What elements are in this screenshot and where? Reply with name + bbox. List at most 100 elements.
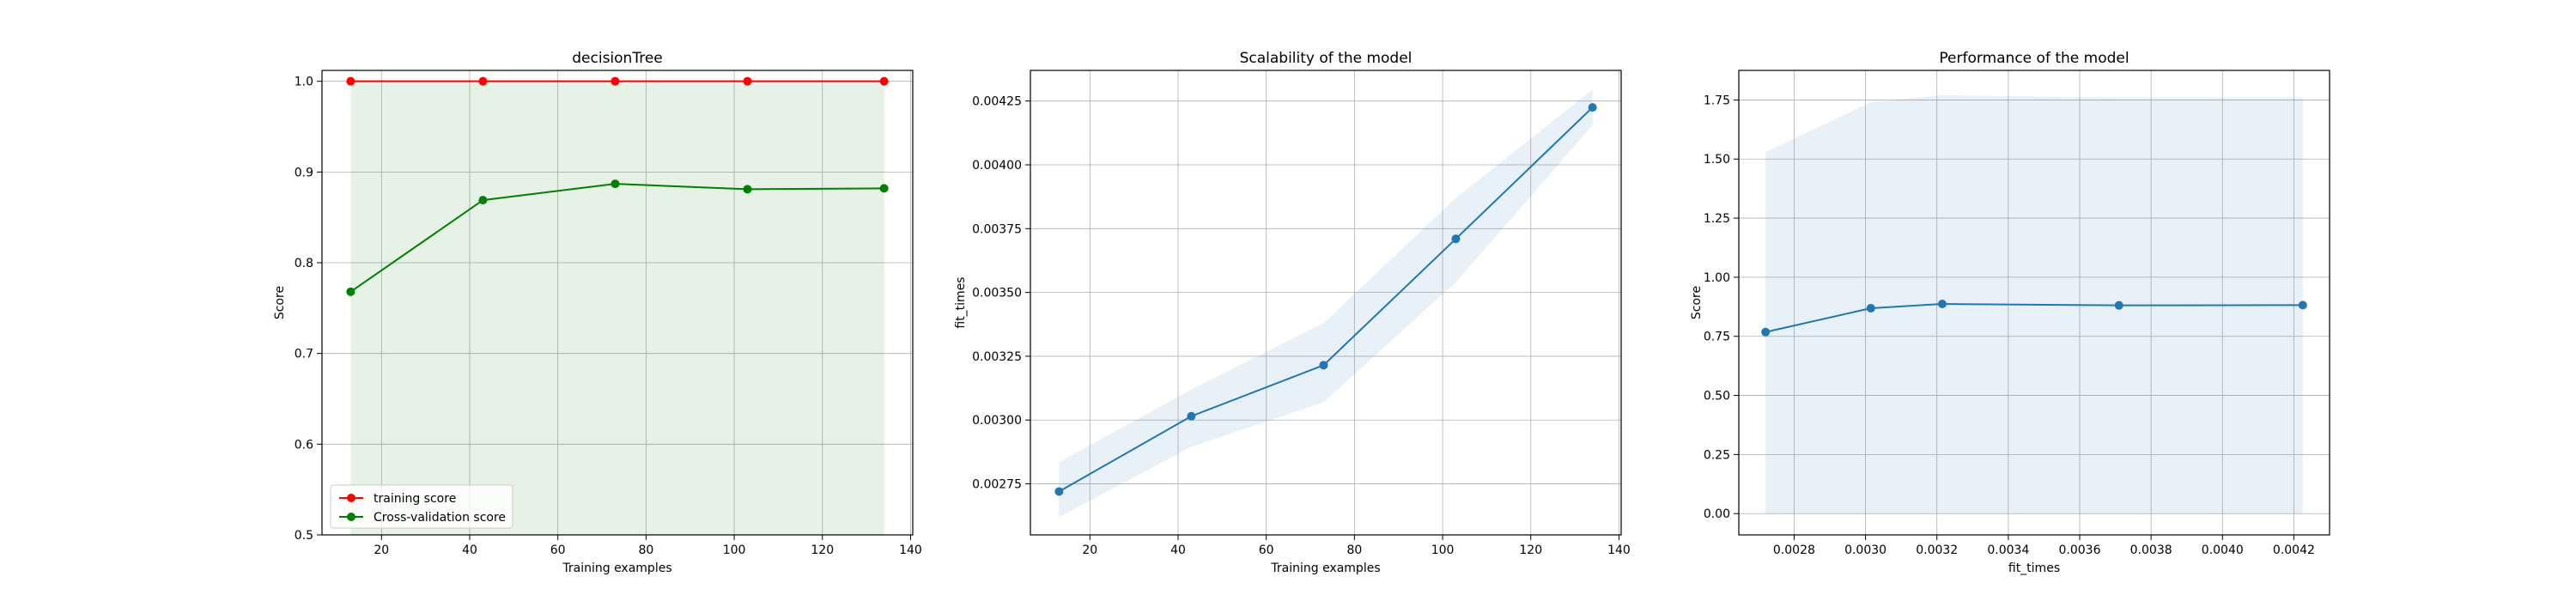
data-point bbox=[1187, 411, 1196, 421]
data-point bbox=[879, 184, 889, 193]
legend-item-training-score: training score bbox=[339, 492, 456, 506]
confidence-band bbox=[350, 81, 884, 535]
y-tick-label: 0.8 bbox=[295, 257, 313, 270]
y-tick-label: 0.00325 bbox=[972, 350, 1022, 364]
data-point bbox=[1588, 103, 1597, 112]
y-tick-label: 0.00 bbox=[1704, 507, 1730, 521]
chart-title: Scalability of the model bbox=[1240, 50, 1413, 67]
score-bands bbox=[350, 81, 884, 535]
y-tick-label: 0.00350 bbox=[972, 287, 1022, 300]
chart-title: Performance of the model bbox=[1939, 50, 2129, 67]
x-axis-label: Training examples bbox=[1270, 562, 1380, 575]
x-tick-label: 100 bbox=[1431, 543, 1455, 557]
x-tick-label: 0.0038 bbox=[2130, 543, 2172, 557]
legend-label: Cross-validation score bbox=[374, 511, 506, 525]
y-tick-label: 0.00400 bbox=[972, 159, 1022, 173]
x-tick-label: 0.0040 bbox=[2202, 543, 2244, 557]
legend: training score Cross-validation score bbox=[330, 484, 513, 529]
y-tick-label: 0.00425 bbox=[972, 95, 1022, 109]
grid-lines bbox=[1739, 70, 2330, 535]
x-tick-label: 120 bbox=[811, 543, 834, 557]
y-ticks: 0.00275 0.00300 0.00325 0.00350 0.00375 0.004… bbox=[972, 95, 1030, 492]
legend-item-cross-validation-score: Cross-validation score bbox=[339, 511, 506, 525]
axes-frame bbox=[1030, 70, 1622, 536]
x-tick-label: 20 bbox=[1082, 543, 1097, 557]
y-tick-label: 0.00375 bbox=[972, 222, 1022, 236]
legend-label: training score bbox=[374, 492, 456, 506]
data-point bbox=[611, 76, 620, 86]
data-point bbox=[1937, 300, 1947, 309]
y-tick-label: 0.6 bbox=[295, 438, 313, 452]
y-axis-label: Score bbox=[1690, 286, 1704, 319]
y-ticks: 0.00 0.25 0.50 0.75 1.00 1.25 1.50 1.75 bbox=[1704, 94, 1739, 521]
data-point bbox=[743, 76, 752, 86]
x-tick-label: 0.0032 bbox=[1916, 543, 1958, 557]
y-tick-label: 1.25 bbox=[1704, 212, 1730, 226]
x-tick-label: 0.0036 bbox=[2059, 543, 2101, 557]
series-points bbox=[346, 76, 889, 296]
data-point bbox=[743, 185, 752, 194]
data-point bbox=[1866, 303, 1875, 313]
x-tick-label: 60 bbox=[550, 543, 566, 557]
confidence-band bbox=[1059, 89, 1593, 518]
x-tick-label: 0.0042 bbox=[2273, 543, 2315, 557]
y-tick-label: 0.7 bbox=[295, 348, 313, 361]
y-axis-label: fit_times bbox=[954, 276, 968, 328]
x-tick-label: 0.0030 bbox=[1844, 543, 1886, 557]
legend-swatch-marker bbox=[347, 513, 355, 521]
data-point bbox=[1319, 361, 1328, 370]
y-tick-label: 1.75 bbox=[1704, 94, 1730, 107]
data-point bbox=[611, 179, 620, 189]
y-tick-label: 1.50 bbox=[1704, 153, 1730, 167]
x-ticks: 0.0028 0.0030 0.0032 0.0034 0.0036 0.0038 0.00… bbox=[1773, 535, 2315, 557]
grid-lines bbox=[1030, 70, 1621, 535]
x-ticks: 20 40 60 80 100 120 140 bbox=[374, 535, 922, 557]
x-tick-label: 0.0034 bbox=[1987, 543, 2029, 557]
axes-frame bbox=[1738, 70, 2330, 536]
x-tick-label: 140 bbox=[899, 543, 922, 557]
panel-learning-curve: 20 40 60 80 100 120 140 0.5 0.6 0.7 0.8 0.9 1.0 dec… bbox=[273, 50, 922, 575]
x-tick-label: 40 bbox=[462, 543, 477, 557]
panel-performance: 0.0028 0.0030 0.0032 0.0034 0.0036 0.0038 0.00… bbox=[1690, 50, 2330, 575]
x-tick-label: 100 bbox=[723, 543, 746, 557]
panel-scalability: 20 40 60 80 100 120 140 0.002750.003000.003250… bbox=[954, 50, 1631, 575]
data-point bbox=[1451, 234, 1461, 244]
legend-swatch-marker bbox=[347, 494, 355, 502]
y-tick-label: 0.25 bbox=[1704, 448, 1730, 462]
data-point bbox=[2114, 300, 2123, 310]
axes-frame bbox=[321, 70, 914, 536]
x-tick-label: 0.0028 bbox=[1773, 543, 1815, 557]
x-tick-label: 40 bbox=[1170, 543, 1186, 557]
y-ticks: 0.5 0.6 0.7 0.8 0.9 1.0 bbox=[295, 76, 322, 543]
data-point bbox=[346, 287, 355, 296]
x-axis-label: Training examples bbox=[562, 562, 671, 575]
chart-title: decisionTree bbox=[572, 50, 663, 67]
data-point bbox=[879, 76, 889, 86]
x-tick-label: 60 bbox=[1259, 543, 1274, 557]
y-tick-label: 1.00 bbox=[1704, 271, 1730, 285]
x-ticks: 20 40 60 80 100 120 140 bbox=[1082, 535, 1631, 557]
y-tick-label: 0.00300 bbox=[972, 414, 1022, 428]
y-tick-label: 0.5 bbox=[295, 529, 313, 543]
fit-time-band bbox=[1059, 89, 1593, 518]
x-tick-label: 120 bbox=[1519, 543, 1542, 557]
data-point bbox=[1054, 487, 1064, 496]
data-point bbox=[1761, 327, 1771, 337]
x-tick-label: 80 bbox=[1346, 543, 1362, 557]
series-points bbox=[1761, 300, 2307, 337]
data-point bbox=[2298, 300, 2307, 310]
y-axis-label: Score bbox=[273, 286, 287, 319]
legend-box bbox=[330, 484, 513, 529]
x-axis-label: fit_times bbox=[2008, 562, 2060, 575]
data-point bbox=[478, 76, 488, 86]
y-tick-label: 0.50 bbox=[1704, 390, 1730, 404]
series-points bbox=[1054, 103, 1597, 496]
x-tick-label: 140 bbox=[1607, 543, 1631, 557]
y-tick-label: 1.0 bbox=[295, 76, 313, 89]
x-tick-label: 80 bbox=[638, 543, 653, 557]
data-point bbox=[478, 196, 488, 205]
y-tick-label: 0.75 bbox=[1704, 331, 1730, 344]
x-tick-label: 20 bbox=[374, 543, 389, 557]
data-point bbox=[346, 76, 355, 86]
